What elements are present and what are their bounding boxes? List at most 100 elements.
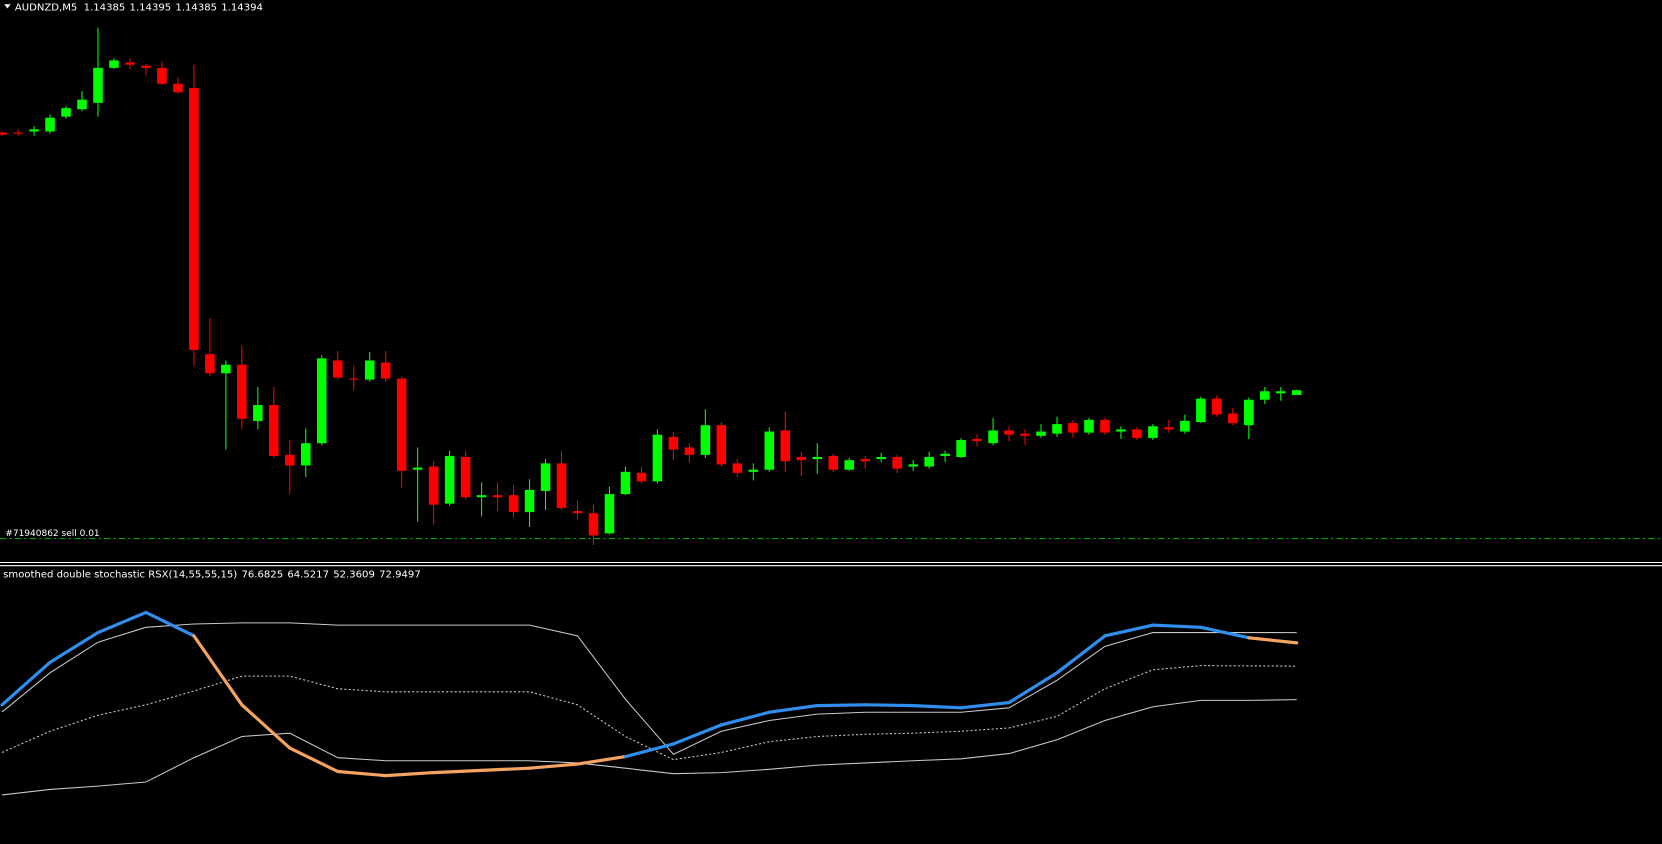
candle-body [109,60,119,68]
header-price: 1.14385 [175,2,217,13]
indicator-value: 64.5217 [287,570,329,581]
symbol: AUDNZD,M5 [15,2,77,13]
candle-body [221,364,231,374]
candle-body [29,129,39,132]
candle-body [13,132,23,134]
indicator-value: 76.6825 [241,570,283,581]
indicator-line-segment [575,755,628,766]
candle-body [396,378,407,471]
candle-body [205,354,215,374]
candle-body [1132,429,1142,438]
candle-body [460,456,471,498]
candle-body [189,88,199,350]
header-price: 1.14394 [221,2,263,13]
candle-body [428,466,439,505]
indicator-line [2,699,1297,796]
indicator-line-segment [384,771,436,778]
header-price: 1.14395 [130,2,172,13]
candle-body [924,456,934,467]
candle-body [956,440,966,457]
candle-body [316,358,327,444]
indicator-line-segment [240,703,292,750]
indicator-line-segment [1247,636,1299,645]
indicator-line-segment [0,660,52,707]
candle-body [1100,419,1110,433]
candle-body [732,463,743,473]
indicator-line-segment [96,610,148,635]
candle-body [300,443,311,466]
candle-body [476,495,487,498]
candle-body [1180,420,1190,432]
candle-body [572,511,583,514]
candle-body [556,463,567,508]
indicator-value: 52.3609 [333,570,375,581]
candle-body [892,456,902,469]
indicator-line-segment [48,630,100,664]
candle-body [1291,390,1302,395]
candle-body [700,425,711,455]
indicator-name: smoothed double stochastic RSX(14,55,55,… [3,570,237,581]
candle-body [828,455,839,470]
candle-body [348,378,359,380]
candle-body [364,360,375,380]
candle-body [1036,431,1046,436]
indicator-header: smoothed double stochastic RSX(14,55,55,… [3,570,421,581]
candle-body [844,460,854,470]
candle-body [780,430,791,462]
candle-body [332,360,343,378]
candle-body [876,456,886,460]
indicator-line-segment [144,610,196,638]
indicator-line-segment [288,746,340,774]
indicator-line-segment [1103,623,1155,638]
candle-body [1244,399,1254,426]
candle-body [380,362,391,379]
indicator-line-segment [767,704,819,714]
candle-body [77,99,87,110]
candle-body [604,494,615,534]
candle-body [141,65,151,68]
candle-body [237,364,247,419]
indicator-line-segment [719,710,771,727]
candle-body [173,83,183,93]
candle-body [1196,398,1206,422]
candle-body [45,117,55,132]
candle-body [908,464,918,467]
candle-body [796,456,807,461]
order-label: #71940862 sell 0.01 [5,529,99,539]
indicator-line-segment [1055,634,1107,675]
candle-body [1228,413,1238,424]
candle-body [269,405,279,456]
candle-body [1068,423,1078,433]
indicator-line [1,665,1297,761]
indicator-line-segment [527,762,580,770]
candle-body [812,456,823,460]
candle-body [508,495,519,513]
indicator-line-segment [192,634,244,707]
indicator-line-segment [432,768,484,775]
indicator-line-segment [959,700,1011,710]
candle-body [588,513,599,536]
candle-body [716,425,727,465]
candle-body [764,431,775,470]
candle-body [972,438,982,442]
indicator-line-segment [911,704,963,710]
candle-body [988,430,998,444]
indicator-line-segment [623,742,675,759]
candle-body [125,62,135,65]
candle-body [1164,427,1174,430]
candle-body [652,434,663,482]
candle-body [1020,433,1030,436]
candle-body [524,489,535,513]
candle-body [1084,419,1094,433]
candle-body [492,495,503,498]
symbol-header: AUDNZD,M5 1.14385 1.14395 1.14385 1.14394 [15,2,263,13]
candle-body [1212,398,1222,415]
menu-arrow[interactable] [4,4,11,9]
candle-body [684,447,695,455]
indicator-line-segment [1007,671,1059,705]
candle-body [412,467,423,470]
indicator-value: 72.9497 [379,570,421,581]
candle-body [636,472,647,482]
indicator-line-segment [863,703,915,708]
